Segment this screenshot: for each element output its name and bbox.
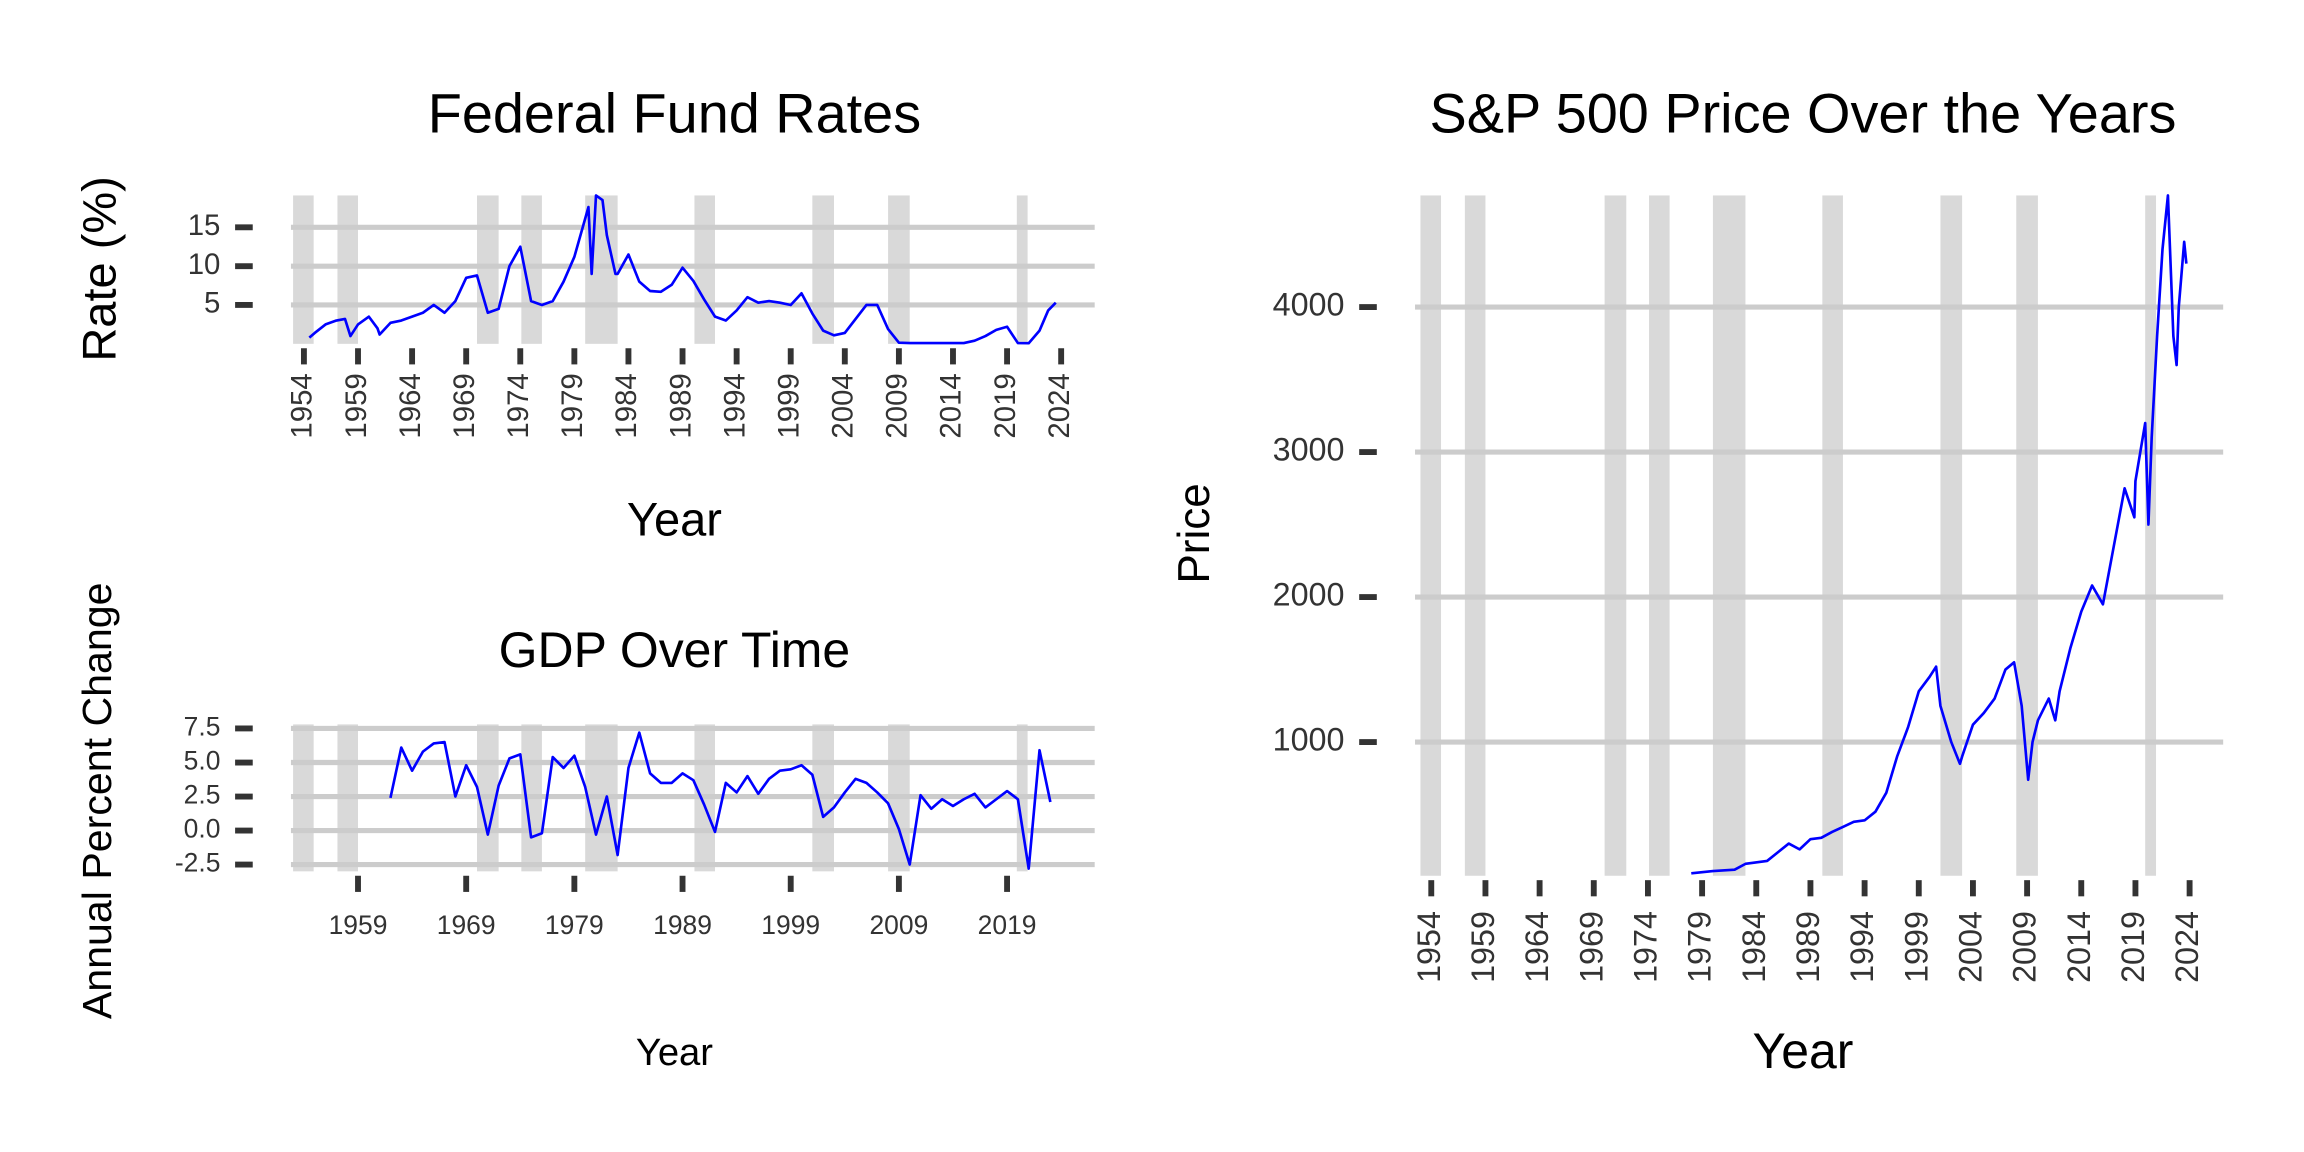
x-tick-label: 2004 [1952, 911, 1988, 983]
x-tick-label: 1999 [761, 910, 820, 940]
y-tick-label: -2.5 [175, 848, 221, 878]
recession-band [1712, 195, 1746, 876]
x-axis-title: Year [1752, 1023, 1853, 1079]
recession-band [477, 195, 499, 344]
x-tick-label: 1989 [653, 910, 712, 940]
x-tick-label: 2009 [869, 910, 928, 940]
x-tick-label: 2014 [2061, 911, 2097, 983]
x-tick-label: 2009 [881, 373, 914, 438]
x-tick-label: 1979 [1682, 911, 1718, 983]
y-tick-label: 2.5 [184, 780, 221, 810]
recession-band [337, 195, 359, 344]
x-tick-label: 1989 [664, 373, 697, 438]
x-tick-label: 1979 [556, 373, 589, 438]
x-tick-label: 2019 [978, 910, 1037, 940]
x-tick-label: 1974 [502, 373, 535, 438]
recession-band [1822, 195, 1843, 876]
recession-band [293, 195, 314, 344]
recession-band [1649, 195, 1670, 876]
x-tick-label: 2014 [935, 373, 968, 438]
x-axis-title: Year [627, 493, 722, 546]
chart-title: GDP Over Time [499, 622, 850, 678]
x-axis-title: Year [636, 1031, 713, 1074]
chart-title: S&P 500 Price Over the Years [1429, 81, 2176, 144]
recession-band [1016, 195, 1028, 344]
recession-band [1420, 195, 1442, 876]
x-tick-label: 2019 [989, 373, 1022, 438]
x-tick-label: 1999 [1898, 911, 1934, 983]
x-tick-label: 1959 [340, 373, 373, 438]
y-tick-label: 7.5 [184, 711, 221, 741]
y-axis-title: Price [1170, 483, 1219, 583]
x-tick-label: 1994 [718, 373, 751, 438]
y-tick-label: 0.0 [184, 814, 221, 844]
y-tick-label: 2000 [1273, 577, 1345, 613]
recession-band [1604, 195, 1627, 876]
data-line [1691, 194, 2188, 875]
x-tick-label: 1969 [448, 373, 481, 438]
y-tick-label: 3000 [1273, 432, 1345, 468]
y-axis-title: Rate (%) [72, 176, 125, 361]
data-line [308, 194, 1057, 345]
x-tick-label: 2019 [2115, 911, 2151, 983]
x-tick-label: 2024 [1043, 373, 1076, 438]
x-tick-label: 1954 [1411, 911, 1447, 983]
data-line [389, 731, 1052, 870]
x-tick-label: 1974 [1627, 911, 1663, 983]
y-tick-label: 5 [204, 287, 220, 320]
x-tick-label: 1959 [329, 910, 388, 940]
chart-title: Federal Fund Rates [428, 81, 921, 144]
x-tick-label: 1984 [610, 373, 643, 438]
y-tick-label: 4000 [1273, 287, 1345, 323]
y-tick-label: 1000 [1273, 722, 1345, 758]
recession-band [812, 195, 834, 344]
x-tick-label: 1959 [1465, 911, 1501, 983]
x-tick-label: 1964 [1519, 911, 1555, 983]
y-tick-label: 5.0 [184, 745, 221, 775]
x-tick-label: 1954 [286, 373, 319, 438]
x-tick-label: 2024 [2169, 911, 2205, 983]
y-tick-label: 10 [188, 248, 221, 281]
recession-band [694, 195, 715, 344]
recession-band [1464, 195, 1486, 876]
y-tick-label: 15 [188, 209, 221, 242]
x-tick-label: 1999 [772, 373, 805, 438]
x-tick-label: 1989 [1790, 911, 1826, 983]
x-tick-label: 1969 [437, 910, 496, 940]
x-tick-label: 1979 [545, 910, 604, 940]
x-tick-label: 1969 [1573, 911, 1609, 983]
recession-band [1940, 195, 1963, 876]
recession-band [888, 195, 910, 344]
x-tick-label: 1964 [394, 373, 427, 438]
recession-band [2145, 195, 2157, 876]
x-tick-label: 2009 [2007, 911, 2043, 983]
x-tick-label: 1994 [1844, 911, 1880, 983]
y-axis-title: Annual Percent Change [74, 582, 120, 1019]
x-tick-label: 1984 [1736, 911, 1772, 983]
x-tick-label: 2004 [827, 373, 860, 438]
